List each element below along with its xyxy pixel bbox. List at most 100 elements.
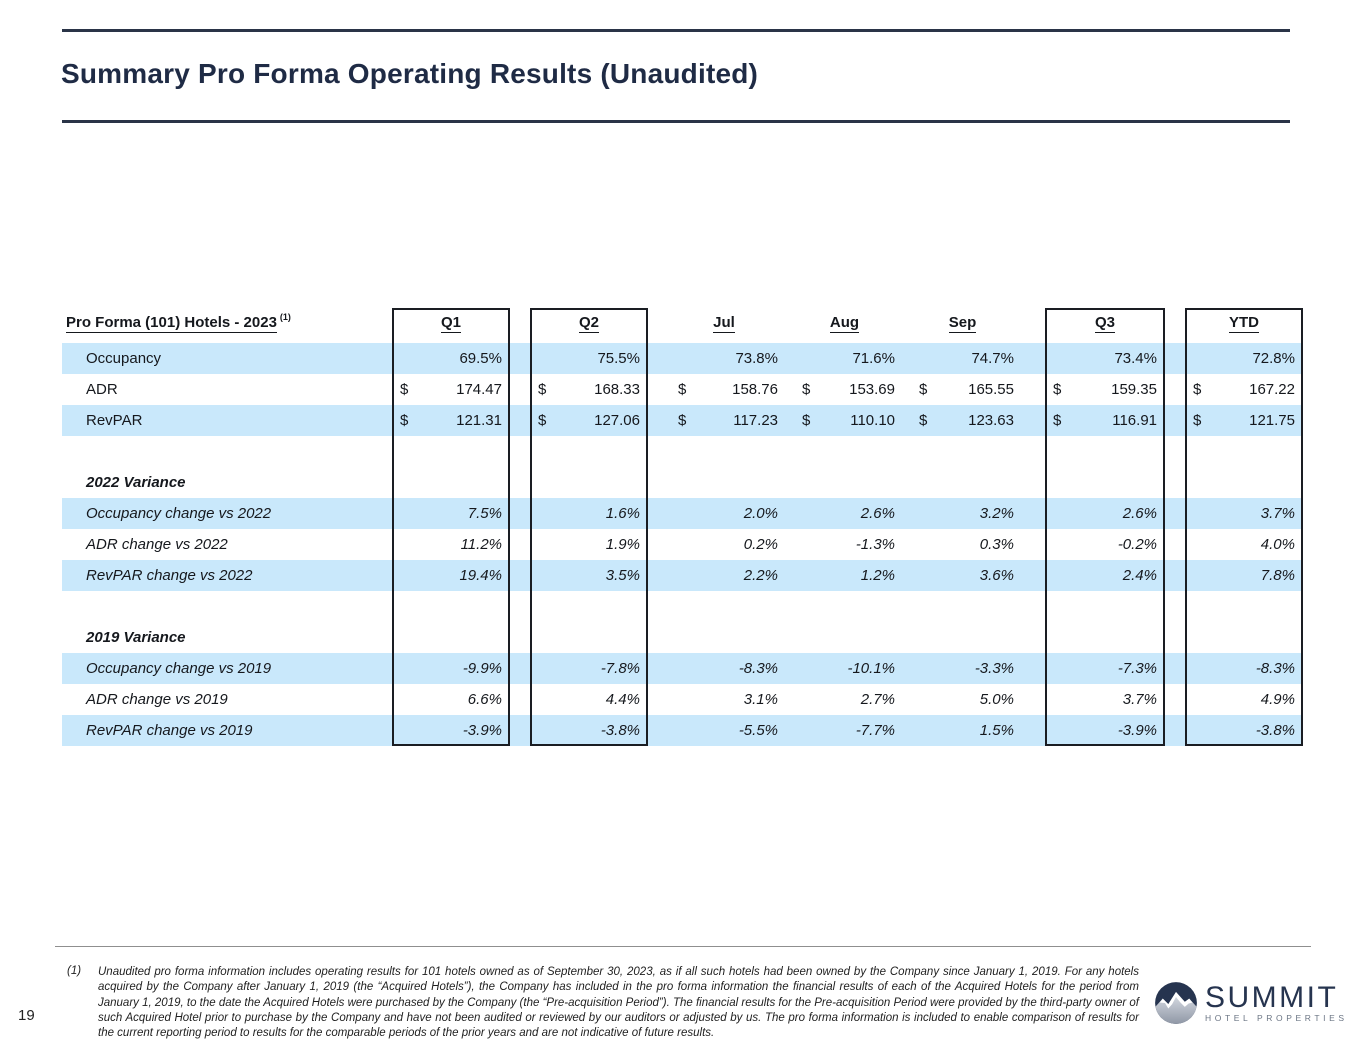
cell-value: -3.9%: [462, 722, 502, 739]
value-cell: [1045, 467, 1165, 498]
cell-value: -3.9%: [1117, 722, 1157, 739]
cell-value: 4.4%: [605, 691, 640, 708]
pro-forma-table: Pro Forma (101) Hotels - 2023 (1) Q1 Q2 Jul A…: [62, 308, 1303, 746]
cell-value: 3.1%: [743, 691, 778, 708]
cell-value: -3.8%: [1255, 722, 1295, 739]
value-cell: [530, 467, 648, 498]
cell-value: 116.91: [1112, 412, 1157, 429]
logo-name: SUMMIT: [1205, 980, 1339, 1014]
table-caption-text: Pro Forma (101) Hotels - 2023: [66, 313, 277, 333]
value-cell: 2.7%: [786, 684, 903, 715]
cell-value: 7.8%: [1260, 567, 1295, 584]
value-cell: 71.6%: [786, 343, 903, 374]
row-label: 2019 Variance: [62, 622, 392, 653]
value-cell: -3.3%: [903, 653, 1022, 684]
value-cell: [1185, 622, 1303, 653]
cell-value: 2.2%: [743, 567, 778, 584]
cell-value: 1.6%: [605, 505, 640, 522]
cell-value: 158.76: [732, 381, 778, 398]
value-cell: $123.63: [903, 405, 1022, 436]
row-label: [62, 591, 392, 622]
value-cell: 2.2%: [662, 560, 786, 591]
value-cell: 2.6%: [1045, 498, 1165, 529]
value-cell: [1045, 622, 1165, 653]
currency-symbol: $: [538, 381, 547, 398]
column-gap: [1022, 308, 1045, 338]
value-cell: 4.9%: [1185, 684, 1303, 715]
row-label-text: RevPAR change vs 2022: [86, 567, 253, 584]
cell-value: 3.6%: [979, 567, 1014, 584]
cell-value: -5.5%: [738, 722, 778, 739]
currency-symbol: $: [802, 412, 811, 429]
cell-value: 1.9%: [605, 536, 640, 553]
cell-value: -8.3%: [1255, 660, 1295, 677]
value-cell: 3.6%: [903, 560, 1022, 591]
column-gap: [648, 591, 662, 622]
column-gap: [648, 308, 662, 338]
value-cell: $117.23: [662, 405, 786, 436]
value-cell: -3.9%: [392, 715, 510, 746]
column-gap: [1022, 436, 1045, 467]
column-gap: [648, 715, 662, 746]
value-cell: [392, 436, 510, 467]
value-cell: $158.76: [662, 374, 786, 405]
column-gap: [648, 560, 662, 591]
cell-value: -7.8%: [600, 660, 640, 677]
currency-symbol: $: [1053, 412, 1062, 429]
value-cell: -7.8%: [530, 653, 648, 684]
cell-value: 69.5%: [459, 350, 502, 367]
value-cell: [662, 436, 786, 467]
row-label-text: 2022 Variance: [86, 474, 186, 491]
value-cell: -8.3%: [662, 653, 786, 684]
cell-value: -1.3%: [855, 536, 895, 553]
cell-value: 0.3%: [979, 536, 1014, 553]
value-cell: 4.4%: [530, 684, 648, 715]
table-row: Occupancy 69.5% 75.5% 73.8% 71.6% 74.7% 73.4% 7…: [62, 343, 1303, 374]
row-label-text: Occupancy change vs 2019: [86, 660, 272, 677]
column-header-sep: Sep: [903, 308, 1022, 338]
title-divider: [62, 120, 1290, 123]
column-gap: [1165, 405, 1185, 436]
value-cell: [1185, 591, 1303, 622]
column-gap: [648, 529, 662, 560]
column-header-label: Aug: [829, 313, 860, 333]
cell-value: 19.4%: [459, 567, 502, 584]
column-gap: [510, 374, 530, 405]
page-title: Summary Pro Forma Operating Results (Una…: [61, 58, 759, 89]
value-cell: $127.06: [530, 405, 648, 436]
cell-value: 3.7%: [1122, 691, 1157, 708]
column-gap: [510, 653, 530, 684]
column-gap: [1022, 715, 1045, 746]
cell-value: 165.55: [968, 381, 1014, 398]
cell-value: 174.47: [456, 381, 502, 398]
cell-value: 2.7%: [860, 691, 895, 708]
row-label: ADR change vs 2019: [62, 684, 392, 715]
cell-value: 72.8%: [1252, 350, 1295, 367]
value-cell: 11.2%: [392, 529, 510, 560]
value-cell: -9.9%: [392, 653, 510, 684]
row-label-text: 2019 Variance: [86, 629, 186, 646]
row-label-text: ADR change vs 2019: [86, 691, 228, 708]
column-gap: [1165, 684, 1185, 715]
column-header-label: YTD: [1229, 313, 1259, 333]
column-header-label: Q2: [578, 313, 599, 333]
column-header-label: Sep: [948, 313, 977, 333]
cell-value: -10.1%: [847, 660, 895, 677]
cell-value: 6.6%: [467, 691, 502, 708]
value-cell: [530, 436, 648, 467]
value-cell: [903, 622, 1022, 653]
logo-text: SUMMIT HOTEL PROPERTIES: [1205, 980, 1348, 1023]
column-header-aug: Aug: [786, 308, 903, 338]
column-gap: [510, 343, 530, 374]
column-gap: [1165, 622, 1185, 653]
cell-value: 1.2%: [860, 567, 895, 584]
column-gap: [510, 405, 530, 436]
column-gap: [1165, 374, 1185, 405]
value-cell: -3.8%: [1185, 715, 1303, 746]
cell-value: -0.2%: [1117, 536, 1157, 553]
row-label: Occupancy change vs 2022: [62, 498, 392, 529]
column-header-label: Q1: [440, 313, 461, 333]
value-cell: 1.9%: [530, 529, 648, 560]
table-spacer-row: [62, 436, 1303, 467]
row-label: ADR change vs 2022: [62, 529, 392, 560]
